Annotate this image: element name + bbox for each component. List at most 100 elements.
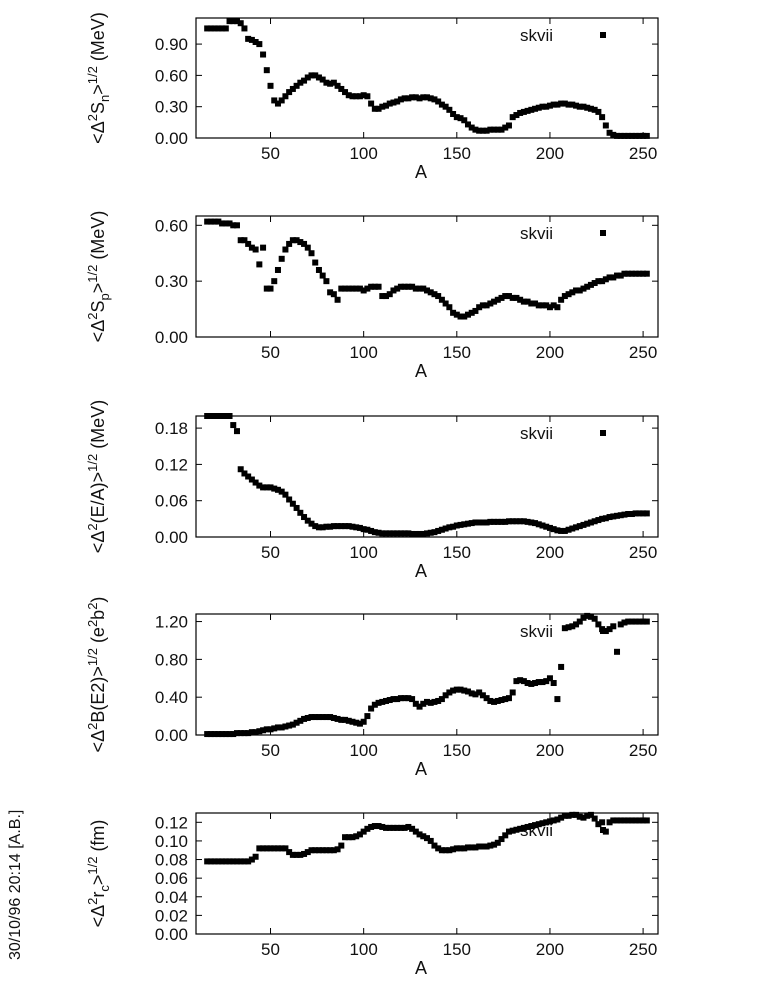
data-point [483, 127, 490, 134]
data-point [345, 92, 352, 99]
data-point [625, 132, 632, 139]
data-point [498, 518, 505, 525]
data-point [520, 518, 527, 525]
data-point [535, 302, 542, 309]
data-point [442, 103, 449, 110]
data-point [483, 843, 490, 850]
data-point [453, 114, 460, 121]
data-point [606, 514, 613, 521]
data-point [550, 817, 557, 824]
data-point [431, 842, 438, 849]
data-point [587, 519, 594, 526]
data-point [386, 824, 393, 831]
data-point [569, 289, 576, 296]
data-point [520, 678, 527, 685]
data-point [546, 304, 553, 311]
data-point [219, 25, 226, 32]
data-point [308, 72, 315, 79]
data-point [349, 93, 356, 100]
y-axis-label: <Δ2(E/A)>1/2 (MeV) [85, 400, 108, 553]
data-point [383, 102, 390, 109]
data-point [364, 825, 371, 832]
data-point [539, 103, 546, 110]
data-point [409, 94, 416, 101]
data-point [323, 79, 330, 86]
data-point [330, 291, 337, 298]
y-tick-label: 0.00 [155, 129, 188, 148]
y-axis-label: <Δ2rc>1/2 (fm) [85, 820, 112, 928]
data-point [397, 283, 404, 290]
data-point [584, 104, 591, 111]
data-point [513, 826, 520, 833]
data-point [293, 82, 300, 89]
data-point [491, 698, 498, 705]
data-point [405, 95, 412, 102]
data-point [330, 714, 337, 721]
data-point [599, 278, 606, 285]
data-point [528, 300, 535, 307]
data-point [297, 239, 304, 246]
data-point [207, 25, 214, 32]
x-tick-label: 150 [443, 543, 471, 562]
y-tick-label: 0.90 [155, 35, 188, 54]
data-point [397, 530, 404, 537]
data-point [438, 847, 445, 854]
data-point [464, 688, 471, 695]
data-point [550, 680, 557, 687]
data-point [282, 246, 289, 253]
data-point [356, 285, 363, 292]
data-point [446, 847, 453, 854]
data-point [383, 697, 390, 704]
data-point [461, 687, 468, 694]
data-point [446, 689, 453, 696]
data-point [342, 716, 349, 723]
data-point [569, 811, 576, 818]
data-point [204, 413, 211, 419]
data-point [617, 817, 624, 824]
data-point [252, 853, 259, 860]
data-point [424, 698, 430, 705]
data-point [245, 240, 252, 247]
data-point [263, 67, 270, 74]
data-point [595, 621, 602, 628]
data-point [472, 519, 479, 526]
data-point [576, 813, 583, 820]
data-point [405, 283, 412, 290]
data-point [327, 847, 334, 854]
data-point [431, 529, 438, 536]
data-point [260, 244, 267, 251]
data-point [271, 845, 278, 852]
data-point [546, 102, 553, 109]
data-point [204, 25, 211, 32]
data-point [576, 523, 583, 530]
data-point [520, 108, 527, 115]
data-point [219, 413, 226, 419]
data-point [640, 132, 647, 139]
data-point [491, 126, 498, 133]
data-point [479, 843, 486, 850]
data-point [286, 849, 293, 856]
data-point [364, 285, 371, 292]
data-point [379, 698, 386, 705]
data-point [394, 285, 401, 292]
data-point [498, 697, 505, 704]
data-point [274, 845, 281, 852]
data-point [528, 823, 535, 830]
data-point [293, 851, 300, 858]
data-point [416, 831, 423, 838]
data-point [584, 812, 591, 819]
data-point [420, 700, 427, 707]
data-point [401, 695, 408, 702]
data-point [435, 527, 442, 534]
y-tick-label: 0.12 [155, 813, 188, 832]
data-point [342, 834, 349, 841]
legend-marker [600, 230, 606, 236]
data-point [431, 698, 438, 705]
data-point [573, 621, 580, 628]
data-point [591, 280, 598, 287]
data-point [230, 858, 237, 865]
data-point [636, 510, 643, 517]
data-point [610, 513, 617, 520]
data-point [509, 827, 516, 834]
data-point [431, 291, 438, 298]
